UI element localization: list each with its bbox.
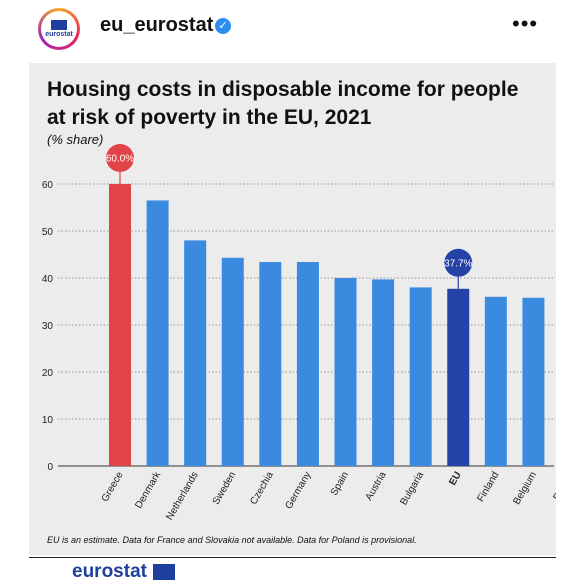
bar	[372, 279, 395, 466]
chart-card: Housing costs in disposable income for p…	[29, 63, 556, 555]
account-username[interactable]: eu_eurostat	[100, 14, 214, 36]
y-tick-label: 30	[42, 321, 54, 332]
bar	[409, 287, 432, 466]
bar	[334, 278, 357, 466]
avatar-logo: eurostat	[41, 11, 77, 47]
data-label: 37.7%	[444, 258, 472, 269]
avatar[interactable]: eurostat	[38, 8, 80, 50]
eu-flag-icon	[51, 20, 67, 30]
x-tick-label: Germany	[283, 470, 313, 511]
bar	[259, 262, 282, 466]
data-label-bubble	[106, 144, 134, 172]
bar	[296, 262, 319, 466]
x-tick-label: Greece	[100, 470, 126, 504]
y-tick-label: 0	[47, 462, 53, 473]
data-label-bubble	[444, 248, 473, 277]
y-tick-label: 50	[42, 227, 54, 238]
eu-flag-icon	[153, 564, 175, 580]
footer-logo: eurostat	[72, 561, 147, 582]
y-tick-label: 60	[42, 180, 54, 191]
verified-check-icon: ✓	[215, 18, 231, 34]
bar-chart: 0 10 20 30 40 50 60 Greece 60.0% Denmark Netherlan…	[42, 144, 556, 522]
x-tick-label: Spain	[329, 470, 351, 498]
bar	[146, 200, 169, 466]
bar	[484, 296, 507, 466]
bar	[109, 184, 131, 466]
bar	[447, 288, 470, 466]
x-tick-label: Denmark	[133, 469, 163, 510]
x-tick-label: Austria	[364, 470, 389, 503]
footer-divider	[29, 557, 556, 558]
bar	[221, 257, 244, 466]
y-tick-label: 20	[42, 368, 54, 379]
x-tick-label: EU	[447, 470, 463, 488]
y-tick-label: 40	[42, 274, 54, 285]
x-tick-label: Poland	[552, 470, 556, 502]
x-tick-label: Sweden	[211, 470, 239, 507]
data-label: 60.0%	[106, 154, 134, 165]
bar	[522, 297, 545, 466]
more-horizontal-icon[interactable]: •••	[512, 11, 539, 36]
post-header: eurostat eu_eurostat ✓ •••	[0, 0, 587, 58]
x-tick-label: Finland	[475, 470, 501, 504]
x-tick-label: Netherlands	[164, 470, 200, 522]
x-tick-label: Belgium	[511, 470, 539, 507]
bar	[184, 240, 207, 466]
avatar-text: eurostat	[45, 31, 73, 38]
chart-footnote: EU is an estimate. Data for France and S…	[47, 535, 417, 545]
x-tick-label: Czechia	[248, 470, 276, 507]
footer: eurostat	[0, 555, 587, 587]
y-tick-label: 10	[42, 415, 54, 426]
chart-subtitle: (% share)	[47, 132, 104, 147]
x-tick-label: Bulgaria	[398, 470, 426, 508]
chart-title: Housing costs in disposable income for p…	[47, 78, 519, 129]
